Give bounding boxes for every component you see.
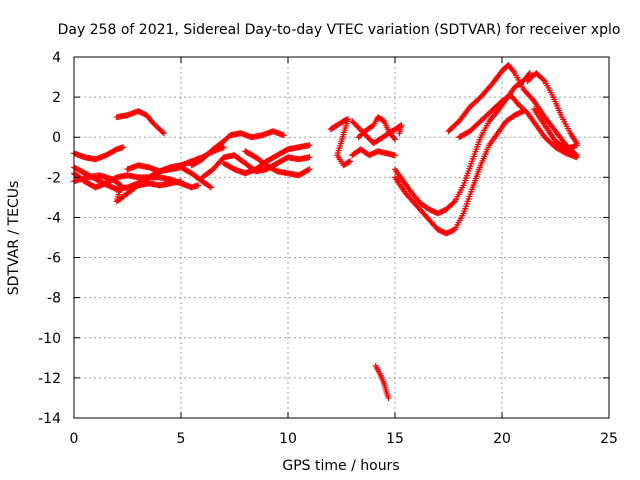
- data-point: [160, 130, 167, 137]
- x-tick-label: 5: [177, 431, 186, 447]
- grid: [74, 57, 609, 418]
- x-tick-label: 0: [70, 431, 79, 447]
- y-tick-label: -2: [47, 170, 61, 186]
- data-point: [396, 130, 403, 137]
- series-9: [220, 142, 313, 177]
- y-tick-label: -10: [38, 331, 61, 347]
- y-tick-label: 0: [52, 130, 61, 146]
- data-point: [526, 70, 533, 77]
- x-tick-label: 25: [600, 431, 618, 447]
- chart-title: Day 258 of 2021, Sidereal Day-to-day VTE…: [58, 22, 621, 38]
- y-tick-label: -12: [38, 371, 61, 387]
- series-6: [124, 162, 214, 191]
- data-points: [71, 62, 580, 401]
- data-point: [178, 178, 184, 185]
- data-point: [206, 183, 213, 190]
- data-point: [385, 394, 392, 401]
- y-tick-label: -14: [38, 411, 61, 427]
- x-axis-title: GPS time / hours: [282, 458, 399, 474]
- data-point: [392, 152, 398, 159]
- tick-labels: 0 5 10 15 20 25 -14 -12 -10 -8 -6 -4 -2 0 2 4: [38, 50, 618, 447]
- y-tick-label: 4: [52, 50, 61, 66]
- data-point: [306, 142, 313, 149]
- data-point: [116, 181, 123, 188]
- data-point: [390, 134, 397, 141]
- series-5: [113, 108, 167, 137]
- data-point: [220, 144, 227, 151]
- data-point: [510, 68, 517, 75]
- x-tick-label: 10: [279, 431, 297, 447]
- data-point: [159, 129, 166, 136]
- data-point: [573, 142, 580, 149]
- series-7: [188, 128, 287, 169]
- data-point: [306, 154, 313, 161]
- data-point: [120, 144, 127, 151]
- plot-frame: [73, 56, 610, 419]
- data-point: [345, 158, 352, 165]
- data-point: [195, 182, 202, 189]
- data-point: [392, 136, 398, 143]
- data-point: [525, 71, 532, 78]
- series-4: [71, 172, 184, 205]
- series-12: [349, 146, 398, 159]
- series-14: [349, 118, 405, 147]
- series-13: [355, 114, 398, 143]
- series-21: [531, 106, 580, 153]
- series-16: [392, 70, 533, 217]
- series-17: [392, 108, 527, 237]
- series-18: [445, 62, 580, 159]
- y-tick-label: 2: [52, 90, 61, 106]
- data-point: [573, 154, 580, 161]
- data-point: [347, 158, 354, 165]
- series-1: [71, 144, 127, 163]
- y-axis-title: SDTVAR / TECUs: [6, 181, 22, 296]
- data-point: [305, 166, 312, 173]
- axis-ticks: [73, 56, 610, 419]
- data-point: [529, 96, 536, 103]
- data-point: [280, 132, 287, 139]
- series-15: [372, 362, 392, 401]
- y-tick-label: -6: [47, 251, 61, 267]
- y-tick-label: -8: [47, 291, 61, 307]
- y-tick-label: -4: [47, 210, 61, 226]
- x-tick-label: 20: [493, 431, 511, 447]
- data-point: [306, 166, 313, 173]
- data-point: [207, 184, 214, 191]
- data-point: [450, 199, 457, 206]
- series-20: [524, 70, 580, 147]
- series-19: [456, 92, 580, 161]
- series-10: [242, 148, 313, 179]
- x-tick-label: 15: [386, 431, 404, 447]
- series-11: [327, 116, 354, 169]
- data-point: [540, 76, 547, 83]
